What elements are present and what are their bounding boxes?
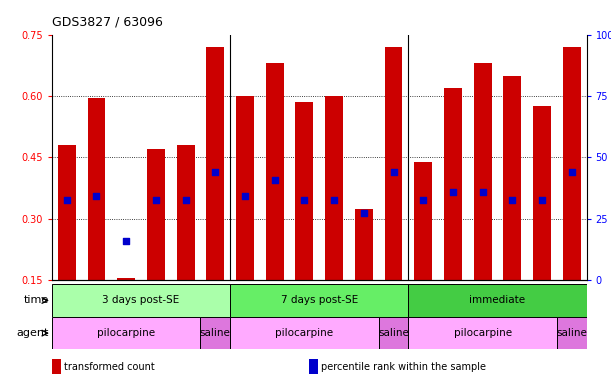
Text: time: time (24, 295, 49, 306)
Bar (52, 284, 230, 317)
Point (151, 197, 161, 204)
Bar (52, 317, 200, 349)
Point (507, 197, 517, 204)
Bar (557, 317, 587, 349)
Text: saline: saline (378, 328, 409, 338)
Bar (58, 145, 76, 280)
Bar (147, 149, 165, 280)
Bar (444, 88, 462, 280)
Bar (207, 47, 224, 280)
Bar (230, 317, 379, 349)
Text: 3 days post-SE: 3 days post-SE (103, 295, 180, 306)
Text: pilocarpine: pilocarpine (453, 328, 511, 338)
Text: GDS3827 / 63096: GDS3827 / 63096 (52, 15, 163, 28)
Text: percentile rank within the sample: percentile rank within the sample (321, 362, 486, 372)
Point (389, 169, 398, 175)
Bar (325, 96, 343, 280)
Bar (200, 317, 230, 349)
Point (419, 197, 428, 204)
Bar (379, 317, 408, 349)
Bar (474, 63, 491, 280)
Text: immediate: immediate (469, 295, 525, 306)
Point (240, 193, 250, 199)
Text: transformed count: transformed count (64, 362, 155, 372)
Bar (408, 284, 587, 317)
Bar (296, 102, 313, 280)
Bar (384, 47, 403, 280)
Point (270, 177, 280, 183)
Bar (177, 145, 194, 280)
Point (299, 197, 309, 204)
Point (329, 197, 339, 204)
Point (567, 169, 577, 175)
Bar (414, 162, 432, 280)
Bar (533, 106, 551, 280)
Bar (87, 98, 105, 280)
Text: pilocarpine: pilocarpine (97, 328, 155, 338)
Point (359, 210, 368, 216)
Bar (117, 278, 135, 280)
Point (122, 238, 131, 245)
Text: saline: saline (200, 328, 231, 338)
Text: saline: saline (556, 328, 587, 338)
Text: 7 days post-SE: 7 days post-SE (280, 295, 358, 306)
Bar (230, 284, 408, 317)
Bar (408, 317, 557, 349)
Point (181, 197, 191, 204)
Point (210, 169, 220, 175)
Point (478, 189, 488, 195)
Point (537, 197, 547, 204)
Text: agent: agent (16, 328, 49, 338)
Point (448, 189, 458, 195)
Point (62, 197, 71, 204)
Bar (236, 96, 254, 280)
Bar (355, 209, 373, 280)
Bar (563, 47, 580, 280)
Point (92, 193, 101, 199)
Bar (503, 76, 521, 280)
Bar (266, 63, 284, 280)
Text: pilocarpine: pilocarpine (276, 328, 334, 338)
